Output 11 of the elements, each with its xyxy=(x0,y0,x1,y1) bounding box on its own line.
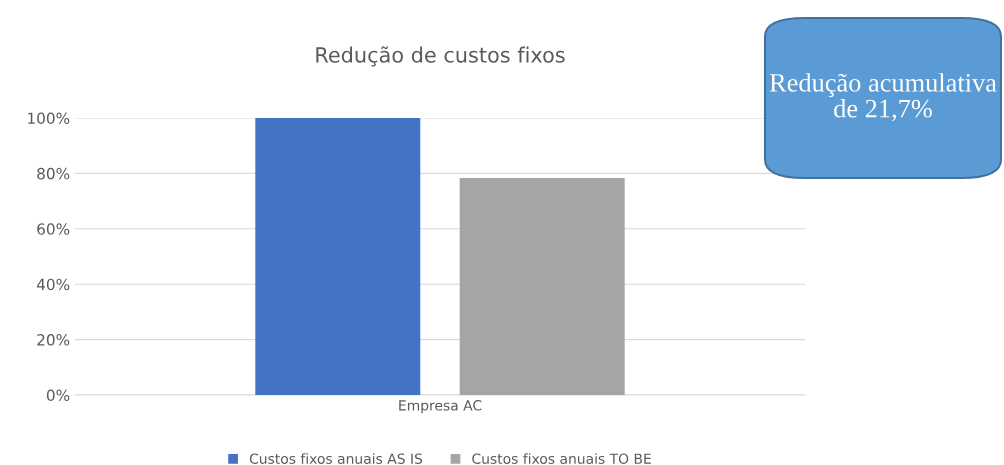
legend-label: Custos fixos anuais AS IS xyxy=(249,453,423,464)
y-tick-label: 60% xyxy=(37,223,70,235)
y-tick-label: 80% xyxy=(37,167,70,180)
y-tick-label: 100% xyxy=(28,112,70,125)
y-tick-label: 20% xyxy=(37,334,70,346)
x-tick-label: Empresa AC xyxy=(399,400,482,414)
y-tick-label: 40% xyxy=(36,278,70,291)
chart-title: Redução de custos fixos xyxy=(316,46,565,67)
legend-label: Custos fixos anuais TO BE xyxy=(472,453,651,464)
y-tick-label: 0% xyxy=(46,389,70,402)
annotation: Redução acumulativa de 21,7% xyxy=(769,73,997,122)
